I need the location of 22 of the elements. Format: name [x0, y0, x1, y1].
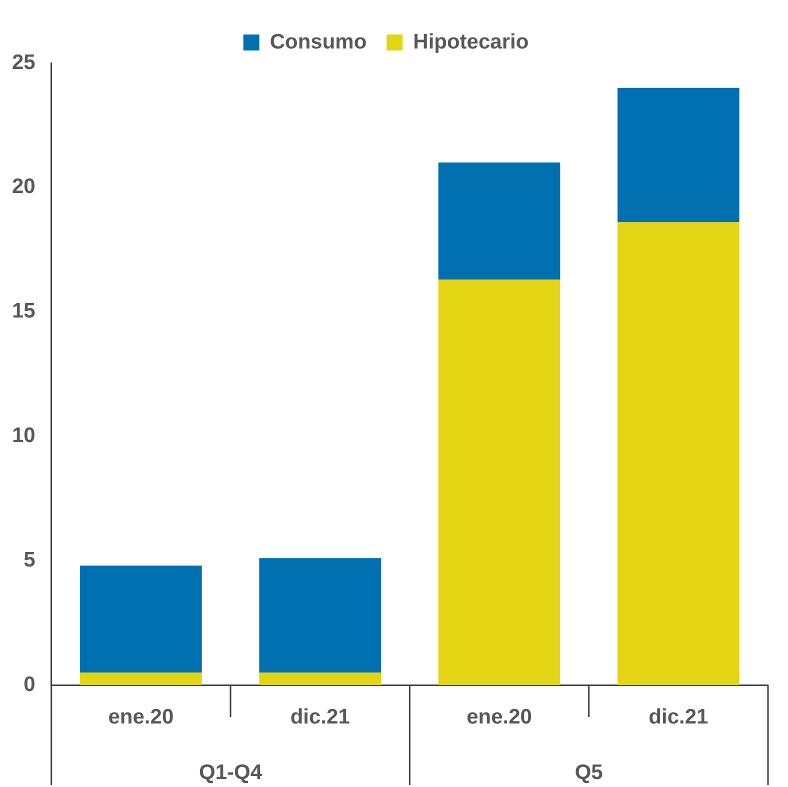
bar	[80, 566, 202, 673]
x-tick-label: dic.21	[290, 705, 350, 728]
text: Q5	[574, 760, 604, 784]
bar	[438, 162, 560, 280]
x-tick-label: dic.21	[648, 705, 708, 728]
y-tick-label: 20	[12, 175, 36, 198]
y-tick-label: 15	[12, 300, 36, 323]
y-tick-label: 0	[24, 672, 36, 696]
bar	[259, 672, 382, 685]
legend-label: Hipotecario	[413, 30, 529, 54]
bar	[80, 672, 202, 685]
legend-label: Consumo	[270, 30, 367, 54]
y-tick-label: 25	[12, 50, 36, 74]
bar	[438, 279, 560, 685]
y-tick-label: 10	[12, 424, 36, 447]
x-tick-label: ene.20	[466, 705, 532, 728]
y-tick-label: 5	[24, 548, 36, 572]
bar	[618, 88, 740, 222]
bar	[259, 558, 382, 673]
text: Q1-Q4	[199, 760, 262, 784]
bar	[618, 222, 740, 685]
x-tick-label: ene.20	[108, 705, 174, 728]
